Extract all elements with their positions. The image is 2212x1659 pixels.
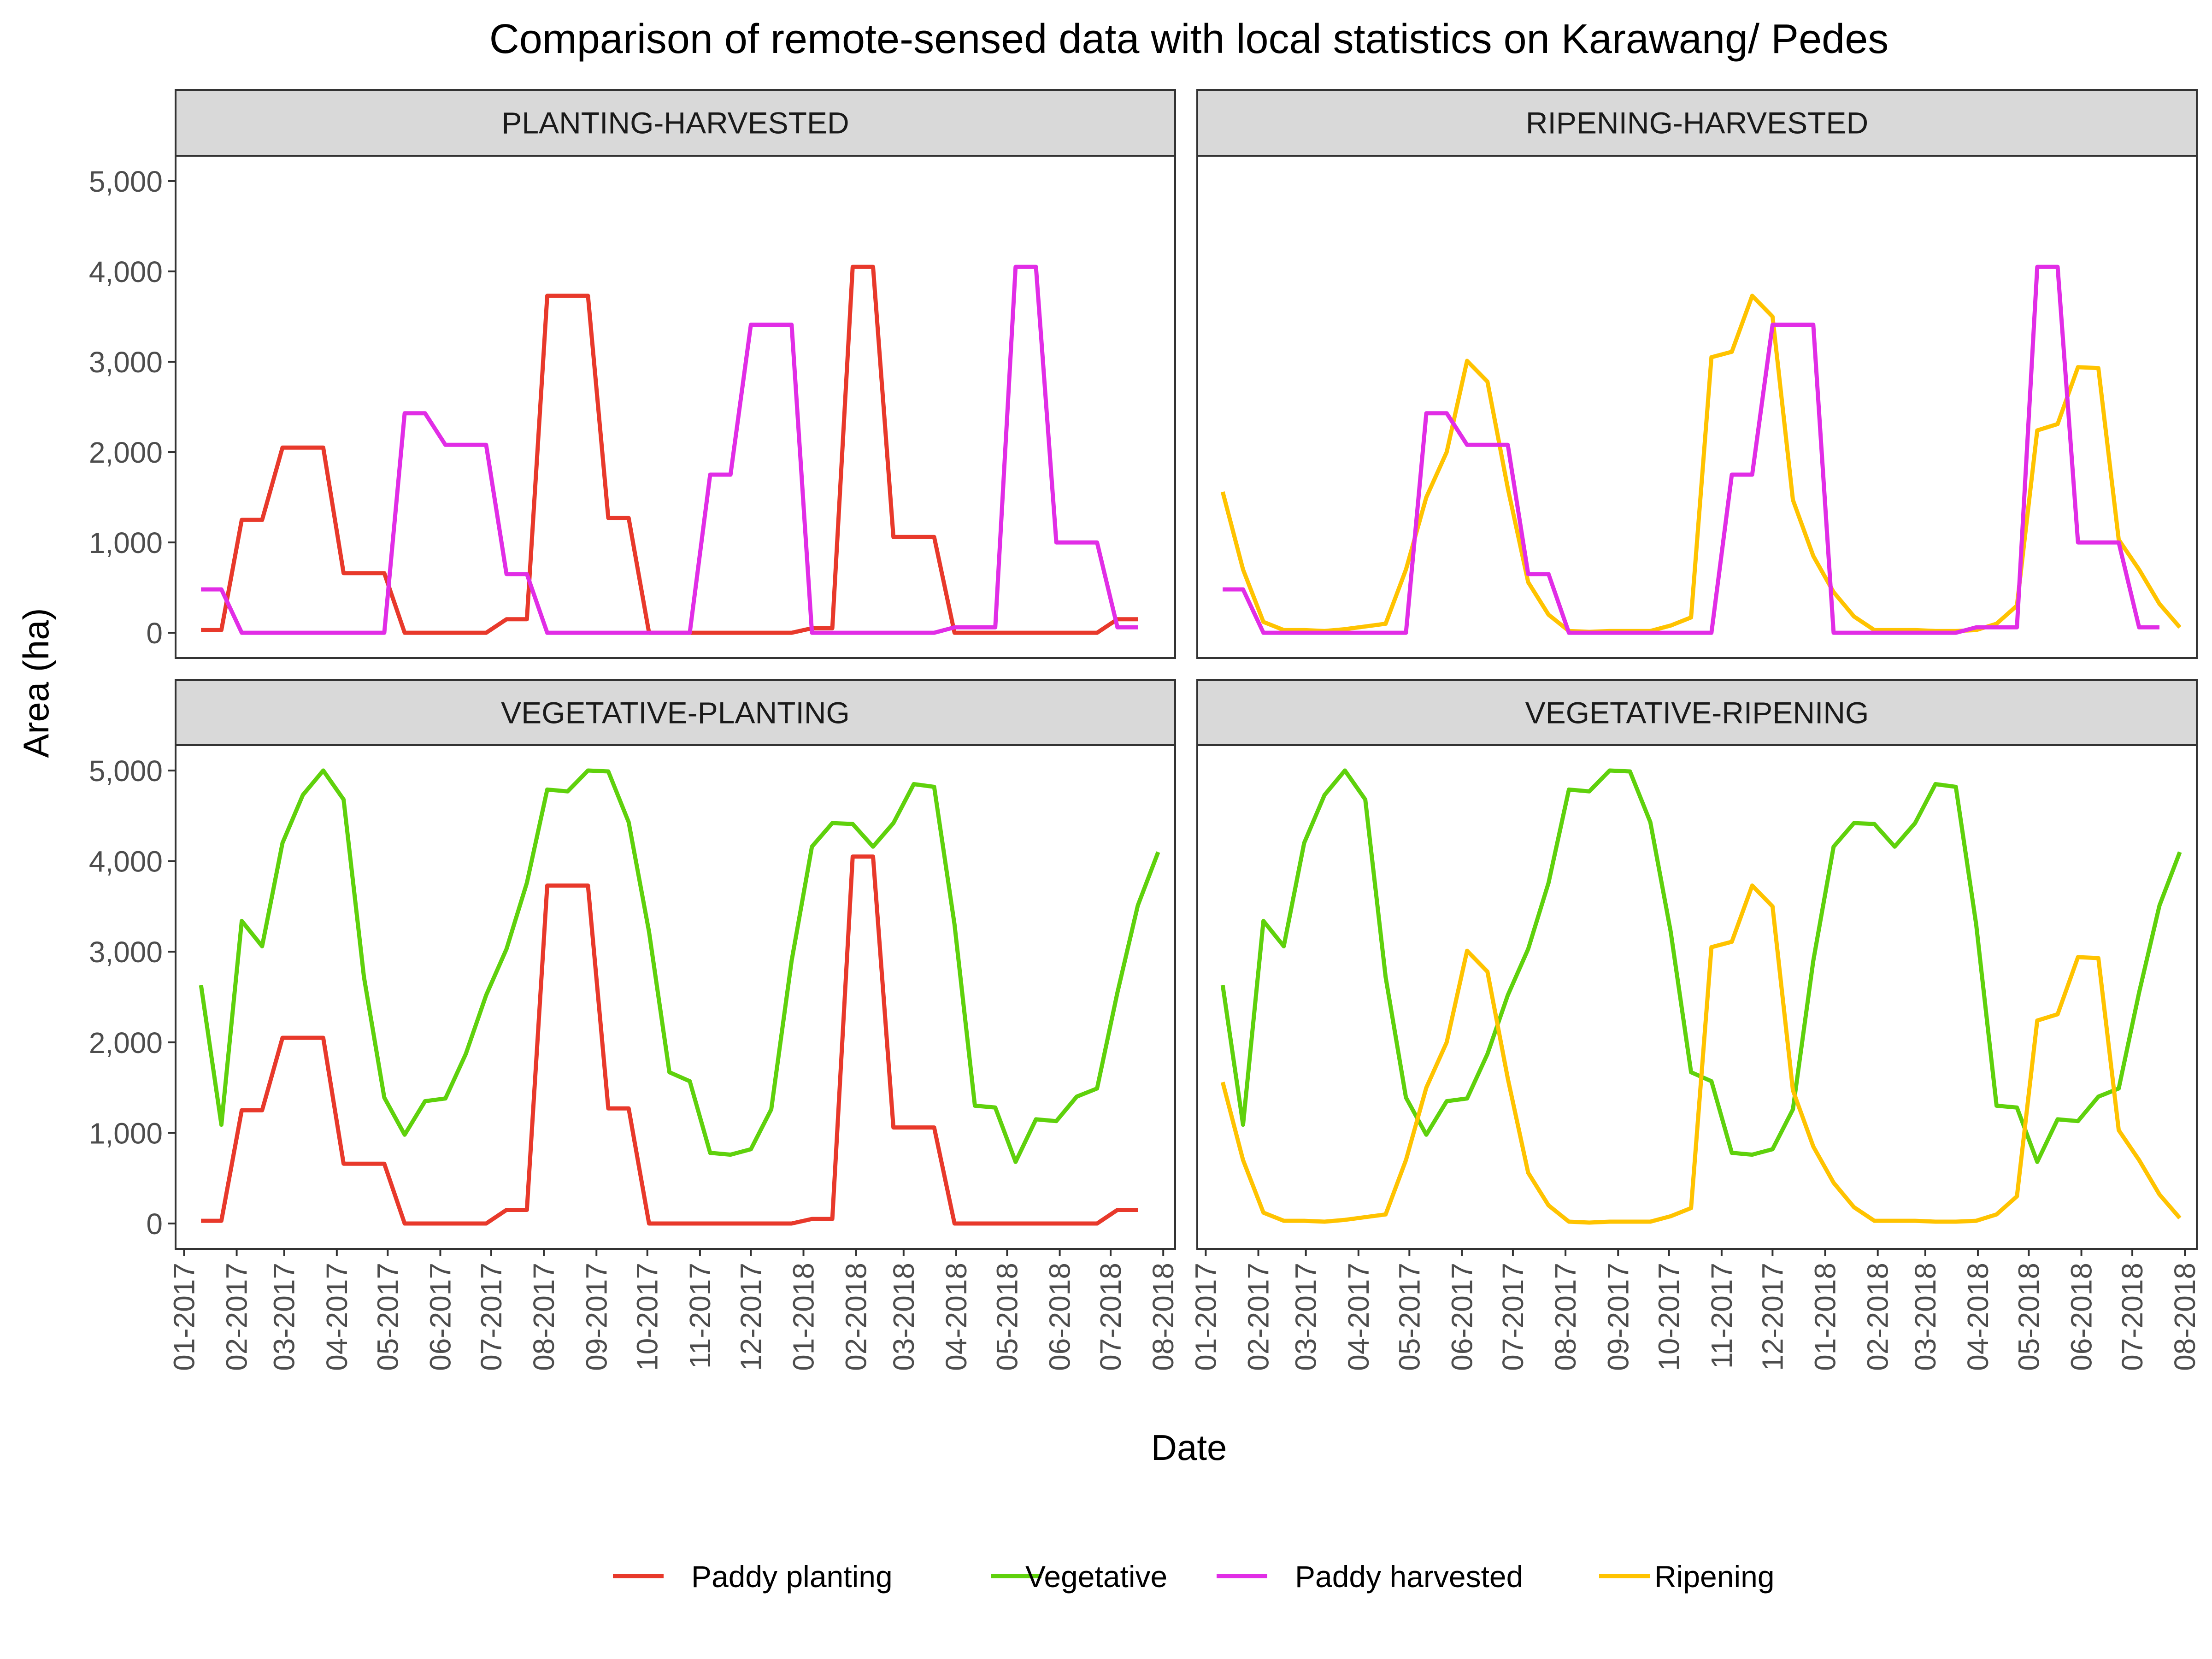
x-tick-label: 01-2018 <box>787 1263 820 1371</box>
y-tick-label: 2,000 <box>89 436 163 469</box>
x-tick-label: 11-2017 <box>683 1263 717 1369</box>
x-tick-label: 05-2018 <box>2012 1263 2045 1371</box>
legend-label: Vegetative <box>1025 1559 1167 1594</box>
y-tick-label: 0 <box>146 1207 163 1241</box>
x-tick-label: 08-2018 <box>2168 1263 2201 1371</box>
x-tick-label: 10-2017 <box>1653 1263 1686 1371</box>
x-tick-label: 02-2018 <box>840 1263 873 1371</box>
x-tick-label: 09-2017 <box>580 1263 613 1371</box>
panel-border <box>1196 744 2198 1250</box>
y-tick-label: 1,000 <box>89 1117 163 1150</box>
panel-vegetative-planting: VEGETATIVE-PLANTING 0 1,000 2,000 3,000 4,000… <box>89 679 1180 1371</box>
strip-label: VEGETATIVE-PLANTING <box>501 696 850 730</box>
panel-border <box>175 744 1176 1250</box>
y-axis-title: Area (ha) <box>16 608 56 758</box>
x-axis-title: Date <box>1151 1427 1227 1468</box>
panel-border <box>1196 155 2198 659</box>
x-tick-label: 05-2017 <box>371 1263 404 1371</box>
x-tick-label: 01-2017 <box>167 1263 200 1371</box>
panel-vegetative-ripening: VEGETATIVE-RIPENING 01-2017 02-2017 03-2017… <box>1189 679 2201 1371</box>
legend-item-ripening: Ripening <box>1599 1559 1775 1594</box>
strip-background <box>1196 89 2198 157</box>
legend: Paddy planting Vegetative Paddy harvested R… <box>613 1559 1775 1594</box>
legend-item-vegetative: Vegetative <box>991 1559 1167 1594</box>
x-tick-label: 03-2017 <box>1289 1263 1323 1371</box>
legend-label: Paddy harvested <box>1295 1559 1523 1594</box>
x-tick-label: 10-2017 <box>631 1263 664 1371</box>
facet-panels: PLANTING-HARVESTED 0 1,000 2,000 3,000 4,000 5… <box>89 89 2201 1371</box>
x-tick-label: 09-2017 <box>1601 1263 1635 1371</box>
strip-background <box>175 679 1176 746</box>
x-tick-label: 01-2017 <box>1189 1263 1222 1371</box>
strip-background <box>175 89 1176 157</box>
x-tick-label: 06-2018 <box>2065 1263 2098 1371</box>
x-tick-label: 12-2017 <box>1756 1263 1789 1371</box>
x-tick-label: 03-2018 <box>1909 1263 1942 1371</box>
y-tick-label: 5,000 <box>89 754 163 788</box>
x-tick-label: 04-2017 <box>1342 1263 1375 1371</box>
x-tick-label: 04-2018 <box>940 1263 973 1371</box>
y-tick-label: 3,000 <box>89 935 163 969</box>
x-tick-label: 06-2017 <box>424 1263 457 1371</box>
panel-border <box>175 155 1176 659</box>
x-tick-label: 07-2017 <box>475 1263 508 1371</box>
strip-label: PLANTING-HARVESTED <box>501 106 849 140</box>
x-tick-label: 03-2018 <box>887 1263 920 1371</box>
y-tick-label: 0 <box>146 617 163 650</box>
series-line-paddy-harvested <box>201 265 1138 635</box>
x-tick-label: 04-2018 <box>1961 1263 1994 1371</box>
strip-label: RIPENING-HARVESTED <box>1526 106 1868 140</box>
x-tick-label: 07-2018 <box>2116 1263 2149 1371</box>
y-tick-label: 3,000 <box>89 346 163 379</box>
x-tick-label: 05-2018 <box>990 1263 1024 1371</box>
y-tick-label: 2,000 <box>89 1026 163 1059</box>
x-tick-label: 01-2018 <box>1809 1263 1842 1371</box>
strip-label: VEGETATIVE-RIPENING <box>1525 696 1869 730</box>
series-line-paddy-harvested <box>1223 265 2159 635</box>
x-tick-label: 03-2017 <box>268 1263 301 1371</box>
chart-title: Comparison of remote-sensed data with lo… <box>489 16 1889 62</box>
x-tick-label: 02-2017 <box>1242 1263 1275 1371</box>
x-tick-label: 12-2017 <box>734 1263 767 1371</box>
x-tick-label: 08-2018 <box>1147 1263 1180 1371</box>
y-tick-label: 1,000 <box>89 526 163 559</box>
x-tick-label: 06-2017 <box>1445 1263 1478 1371</box>
x-tick-label: 05-2017 <box>1393 1263 1426 1371</box>
panel-planting-harvested: PLANTING-HARVESTED 0 1,000 2,000 3,000 4,000 5… <box>89 89 1176 659</box>
series-line-vegetative <box>199 768 1160 1164</box>
y-tick-label: 4,000 <box>89 255 163 288</box>
legend-item-paddy-harvested: Paddy harvested <box>1217 1559 1523 1594</box>
x-tick-label: 02-2017 <box>220 1263 253 1371</box>
y-tick-label: 5,000 <box>89 165 163 198</box>
x-tick-label: 07-2018 <box>1094 1263 1127 1371</box>
legend-label: Paddy planting <box>691 1559 893 1594</box>
series-line-ripening <box>1220 883 2182 1225</box>
x-tick-label: 02-2018 <box>1861 1263 1894 1371</box>
x-tick-label: 11-2017 <box>1705 1263 1738 1369</box>
x-tick-label: 08-2017 <box>527 1263 560 1371</box>
x-tick-label: 04-2017 <box>320 1263 353 1371</box>
legend-label: Ripening <box>1654 1559 1775 1594</box>
y-tick-label: 4,000 <box>89 845 163 878</box>
strip-background <box>1196 679 2198 746</box>
x-tick-label: 06-2018 <box>1043 1263 1077 1371</box>
x-tick-label: 08-2017 <box>1549 1263 1582 1371</box>
panel-ripening-harvested: RIPENING-HARVESTED <box>1196 89 2198 659</box>
x-tick-label: 07-2017 <box>1496 1263 1530 1371</box>
series-line-paddy-planting <box>201 854 1138 1226</box>
legend-item-paddy-planting: Paddy planting <box>613 1559 893 1594</box>
